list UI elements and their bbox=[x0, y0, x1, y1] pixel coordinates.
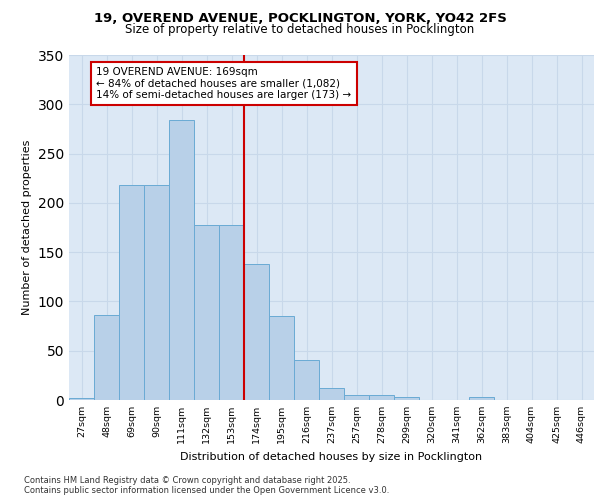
Bar bbox=[94, 315, 119, 400]
Bar bbox=[469, 397, 494, 400]
Bar bbox=[269, 316, 294, 400]
Bar bbox=[169, 120, 194, 400]
Bar bbox=[119, 185, 144, 400]
Bar bbox=[394, 397, 419, 400]
Bar bbox=[144, 185, 169, 400]
Text: 19, OVEREND AVENUE, POCKLINGTON, YORK, YO42 2FS: 19, OVEREND AVENUE, POCKLINGTON, YORK, Y… bbox=[94, 12, 506, 25]
Bar bbox=[319, 388, 344, 400]
Text: Contains HM Land Registry data © Crown copyright and database right 2025.
Contai: Contains HM Land Registry data © Crown c… bbox=[24, 476, 389, 495]
X-axis label: Distribution of detached houses by size in Pocklington: Distribution of detached houses by size … bbox=[181, 452, 482, 462]
Bar bbox=[294, 360, 319, 400]
Bar bbox=[344, 395, 369, 400]
Bar bbox=[194, 224, 219, 400]
Y-axis label: Number of detached properties: Number of detached properties bbox=[22, 140, 32, 315]
Text: 19 OVEREND AVENUE: 169sqm
← 84% of detached houses are smaller (1,082)
14% of se: 19 OVEREND AVENUE: 169sqm ← 84% of detac… bbox=[97, 67, 352, 100]
Text: Size of property relative to detached houses in Pocklington: Size of property relative to detached ho… bbox=[125, 22, 475, 36]
Bar bbox=[69, 398, 94, 400]
Bar bbox=[219, 224, 244, 400]
Bar bbox=[369, 395, 394, 400]
Bar bbox=[244, 264, 269, 400]
